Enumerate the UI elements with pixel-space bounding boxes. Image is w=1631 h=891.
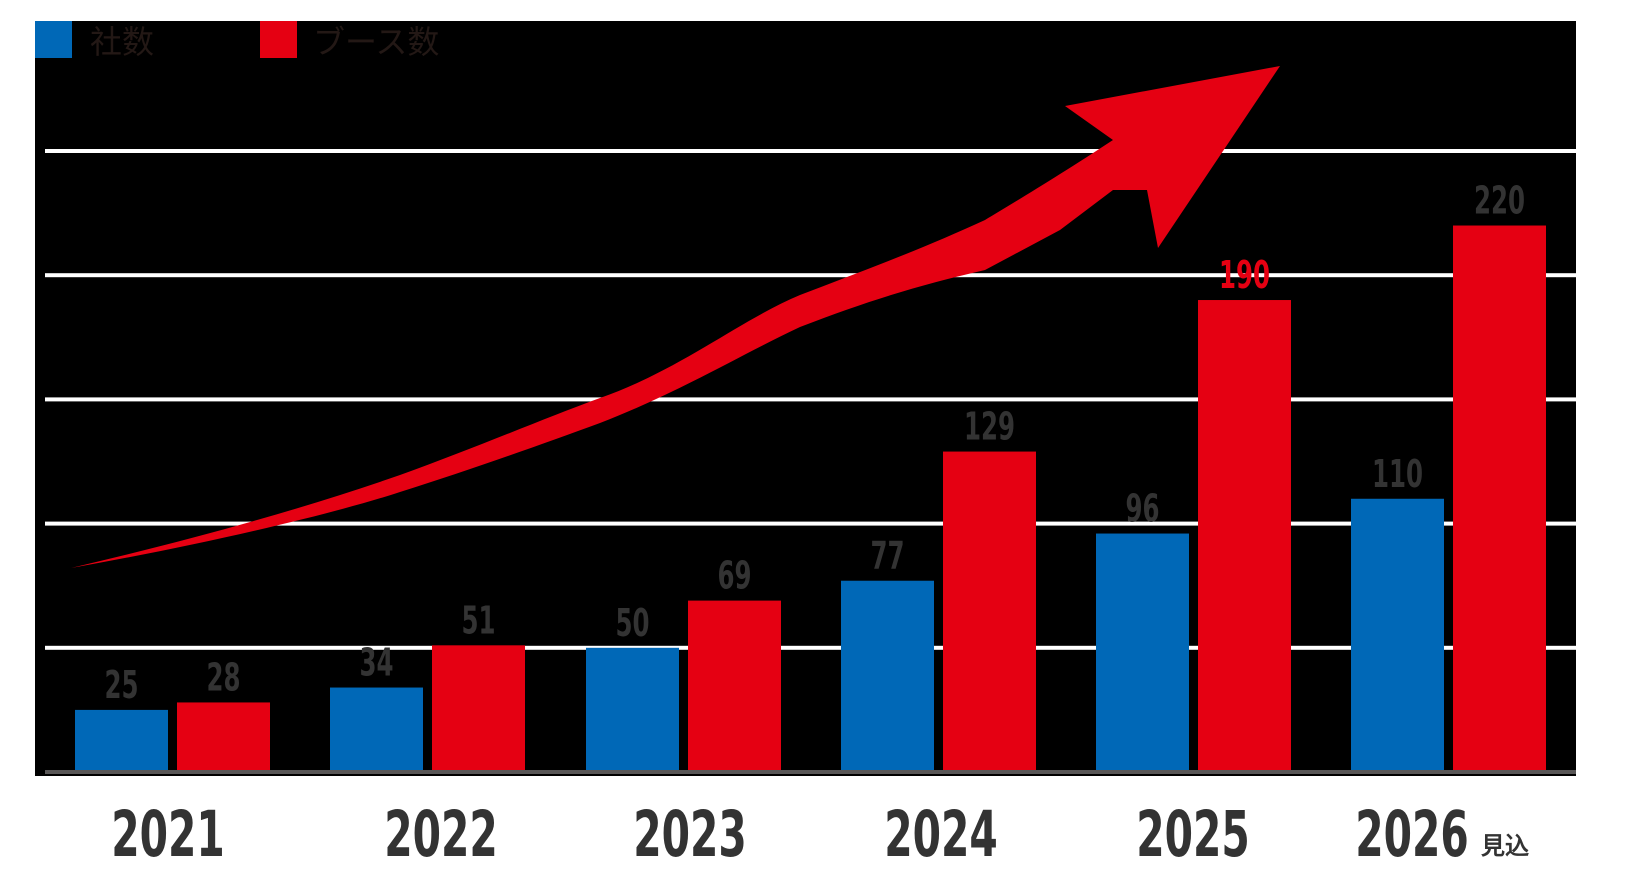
value-label: 190	[1219, 252, 1270, 297]
gridline-150	[45, 397, 1576, 402]
value-label: 51	[461, 598, 495, 643]
x-axis-baseline	[45, 770, 1576, 774]
legend-swatch-0	[35, 21, 72, 58]
bars	[75, 225, 1546, 772]
bar-booths-2023	[688, 600, 781, 772]
bar-companies-2026	[1351, 498, 1444, 772]
legend: 社数 ブース数	[35, 21, 439, 61]
value-label: 34	[359, 640, 393, 685]
x-label-2022: 2022	[384, 796, 498, 871]
value-label: 25	[104, 662, 138, 707]
growth-arrow-icon	[71, 66, 1280, 568]
gridline-250	[45, 149, 1576, 153]
legend-label-0: 社数	[90, 23, 154, 61]
value-label: 69	[717, 553, 751, 598]
gridline-50	[45, 645, 1576, 650]
bar-companies-2023	[586, 647, 679, 772]
value-label: 110	[1372, 451, 1423, 496]
value-label: 50	[615, 600, 649, 645]
bar-booths-2021	[177, 702, 270, 772]
bar-booths-2022	[432, 645, 525, 772]
gridline-200	[45, 273, 1576, 278]
legend-swatch-1	[260, 21, 297, 58]
bar-companies-2022	[330, 687, 423, 772]
bar-booths-2024	[943, 451, 1036, 772]
x-label-2026: 2026	[1355, 796, 1469, 871]
value-label: 96	[1125, 486, 1159, 531]
value-label: 220	[1474, 178, 1525, 223]
x-label-2025: 2025	[1136, 796, 1250, 871]
value-label: 129	[964, 404, 1015, 449]
bar-companies-2021	[75, 709, 168, 772]
value-labels: 25 28 34 51 50 69 77 129 96 190 110 220	[104, 178, 1525, 708]
legend-label-1: ブース数	[313, 23, 439, 61]
gridline-100	[45, 521, 1576, 526]
x-label-2024: 2024	[884, 796, 998, 871]
bar-companies-2025	[1096, 533, 1189, 772]
value-label: 77	[870, 533, 904, 578]
gridlines	[45, 149, 1576, 650]
x-label-suffix-estimate: 見込	[1481, 832, 1529, 860]
x-label-2023: 2023	[633, 796, 747, 871]
bar-booths-2026	[1453, 225, 1546, 772]
bar-companies-2024	[841, 580, 934, 772]
x-axis-labels: 2021 2022 2023 2024 2025 2026 見込	[111, 796, 1529, 871]
bar-booths-2025	[1198, 300, 1291, 772]
x-label-2021: 2021	[111, 796, 225, 871]
value-label: 28	[206, 655, 240, 700]
